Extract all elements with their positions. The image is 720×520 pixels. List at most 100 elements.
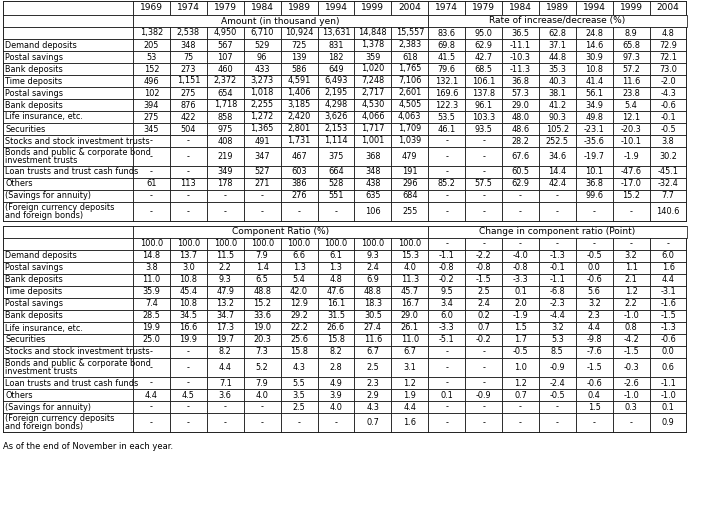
Bar (318, 87, 354, 99)
Text: 422: 422 (181, 112, 196, 122)
Bar (539, 377, 576, 389)
Bar (391, 262, 428, 274)
Text: 96: 96 (257, 53, 267, 61)
Bar (243, 274, 281, 286)
Text: 1,018: 1,018 (251, 88, 274, 98)
Bar (243, 147, 281, 166)
Bar (649, 135, 686, 147)
Bar (576, 123, 613, 135)
Text: -0.6: -0.6 (586, 379, 602, 387)
Text: 9.5: 9.5 (440, 288, 453, 296)
Bar (539, 99, 576, 111)
Bar (3, 63, 133, 75)
Text: Loan trusts and trust cash funds: Loan trusts and trust cash funds (5, 379, 138, 387)
Text: 4.0: 4.0 (256, 391, 269, 399)
Bar (243, 413, 281, 432)
Bar (207, 413, 243, 432)
Text: and foreign bonds): and foreign bonds) (5, 422, 83, 431)
Text: -: - (482, 152, 485, 161)
Bar (133, 358, 170, 377)
Bar (318, 190, 354, 202)
Bar (576, 346, 613, 358)
Bar (649, 87, 686, 99)
Bar (318, 298, 354, 310)
Text: 348: 348 (365, 167, 381, 176)
Text: 100.0: 100.0 (398, 240, 421, 249)
Text: 491: 491 (254, 136, 270, 146)
Bar (133, 202, 170, 221)
Text: 33.6: 33.6 (253, 311, 271, 320)
Bar (281, 39, 318, 51)
Text: 90.3: 90.3 (549, 112, 567, 122)
Bar (539, 322, 576, 334)
Bar (281, 377, 318, 389)
Text: 6.6: 6.6 (292, 252, 305, 261)
Bar (539, 250, 576, 262)
Bar (281, 334, 318, 346)
Text: 10.1: 10.1 (585, 167, 603, 176)
Text: -3.1: -3.1 (660, 288, 676, 296)
Bar (3, 401, 133, 413)
Bar (539, 63, 576, 75)
Bar (281, 1, 318, 15)
Text: -1.3: -1.3 (549, 252, 565, 261)
Bar (207, 39, 243, 51)
Text: 36.8: 36.8 (585, 179, 603, 188)
Bar (502, 87, 539, 99)
Text: -3.3: -3.3 (438, 323, 454, 332)
Text: 57.3: 57.3 (511, 88, 529, 98)
Text: -1.5: -1.5 (476, 276, 492, 284)
Text: 12.1: 12.1 (622, 112, 640, 122)
Text: 5.4: 5.4 (292, 276, 305, 284)
Bar (576, 147, 613, 166)
Text: -: - (445, 347, 448, 357)
Bar (133, 123, 170, 135)
Bar (207, 111, 243, 123)
Bar (243, 202, 281, 221)
Bar (465, 346, 502, 358)
Bar (170, 87, 207, 99)
Text: 102: 102 (144, 88, 159, 98)
Bar (3, 358, 133, 377)
Bar (243, 63, 281, 75)
Bar (281, 389, 318, 401)
Text: 1,020: 1,020 (361, 64, 384, 73)
Text: 408: 408 (217, 136, 233, 146)
Bar (465, 75, 502, 87)
Bar (502, 346, 539, 358)
Bar (207, 147, 243, 166)
Bar (133, 1, 170, 15)
Text: Time deposits: Time deposits (5, 288, 62, 296)
Text: -: - (150, 347, 153, 357)
Text: 34.5: 34.5 (179, 311, 197, 320)
Bar (207, 87, 243, 99)
Text: -0.6: -0.6 (660, 335, 676, 344)
Bar (243, 401, 281, 413)
Bar (318, 135, 354, 147)
Bar (576, 262, 613, 274)
Text: 586: 586 (292, 64, 307, 73)
Text: 2,801: 2,801 (287, 124, 310, 134)
Text: -: - (630, 207, 633, 216)
Text: 11.0: 11.0 (143, 276, 161, 284)
Bar (649, 27, 686, 39)
Bar (281, 274, 318, 286)
Bar (465, 250, 502, 262)
Bar (318, 238, 354, 250)
Bar (170, 39, 207, 51)
Bar (318, 262, 354, 274)
Bar (428, 298, 465, 310)
Bar (354, 346, 391, 358)
Bar (3, 413, 133, 432)
Text: 83.6: 83.6 (438, 29, 456, 37)
Bar (539, 310, 576, 322)
Text: -: - (519, 191, 522, 201)
Text: 2.2: 2.2 (625, 300, 637, 308)
Text: 438: 438 (365, 179, 381, 188)
Bar (502, 358, 539, 377)
Text: Change in component ratio (Point): Change in component ratio (Point) (480, 228, 636, 237)
Bar (170, 250, 207, 262)
Bar (170, 75, 207, 87)
Bar (133, 63, 170, 75)
Bar (133, 111, 170, 123)
